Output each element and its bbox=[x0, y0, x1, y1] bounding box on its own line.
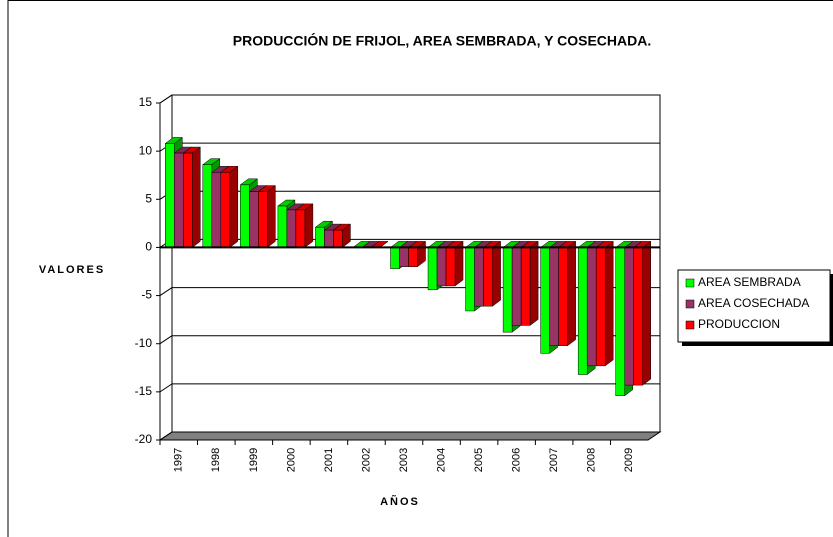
y-tick-label: -20 bbox=[135, 432, 153, 446]
bar bbox=[333, 229, 343, 248]
bar bbox=[511, 247, 522, 326]
bar bbox=[286, 209, 297, 248]
y-axis-title: VALORES bbox=[39, 264, 105, 276]
bar bbox=[183, 152, 193, 248]
bar-side bbox=[529, 240, 539, 326]
grid-diagonal bbox=[159, 431, 173, 441]
x-tick-label: 2000 bbox=[285, 448, 297, 472]
x-tick-label: 2001 bbox=[323, 448, 335, 472]
bar-side bbox=[192, 146, 201, 248]
legend: AREA SEMBRADA AREA COSECHADA PRODUCCION bbox=[677, 269, 833, 346]
bar bbox=[577, 247, 588, 375]
y-tick-label: -5 bbox=[141, 288, 152, 302]
x-tick-label: 2005 bbox=[473, 448, 485, 472]
x-axis-title: AÑOS bbox=[380, 495, 420, 508]
chart-title: PRODUCCIÓN DE FRIJOL, AREA SEMBRADA, Y C… bbox=[233, 32, 651, 49]
y-tick-label: 10 bbox=[139, 143, 153, 157]
legend-box bbox=[677, 269, 831, 343]
bar bbox=[633, 247, 643, 386]
bar bbox=[595, 247, 606, 367]
floor bbox=[158, 431, 662, 441]
legend-swatch bbox=[685, 299, 695, 309]
bar bbox=[399, 247, 409, 267]
legend-text: AREA SEMBRADA bbox=[698, 275, 801, 289]
bar bbox=[615, 247, 625, 396]
plot: -20 -15 -10 -5 0 5 10 15 1997 1998 1999 2000 2001 200… bbox=[135, 94, 662, 472]
bar bbox=[165, 143, 175, 248]
bar bbox=[586, 247, 597, 367]
bar bbox=[427, 247, 438, 291]
grid-diagonal bbox=[159, 335, 173, 345]
x-tick-label: 2003 bbox=[398, 448, 410, 472]
bar-side bbox=[267, 185, 276, 248]
bar-side bbox=[604, 240, 614, 367]
bar bbox=[277, 205, 288, 248]
x-tick-label: 2002 bbox=[360, 448, 372, 472]
bar bbox=[295, 209, 306, 248]
bar bbox=[502, 247, 513, 333]
bar bbox=[558, 247, 568, 346]
bar bbox=[624, 247, 634, 386]
bar bbox=[258, 191, 268, 248]
bar bbox=[540, 247, 550, 354]
bar bbox=[240, 184, 250, 248]
x-tick-label: 1998 bbox=[210, 448, 222, 472]
bar bbox=[315, 226, 325, 248]
bar-side bbox=[567, 240, 576, 347]
x-tick-label: 2006 bbox=[511, 448, 523, 472]
bar bbox=[202, 164, 213, 248]
bar bbox=[220, 172, 231, 248]
bar-side bbox=[492, 240, 501, 307]
bar bbox=[249, 191, 259, 248]
bar bbox=[445, 247, 456, 287]
bar bbox=[474, 247, 484, 307]
legend-swatch bbox=[685, 278, 695, 288]
x-tick-label: 1999 bbox=[248, 448, 260, 472]
bar-side bbox=[642, 240, 651, 386]
grid-diagonal bbox=[159, 383, 173, 393]
y-tick-label: -15 bbox=[135, 384, 153, 398]
x-tick-label: 2007 bbox=[548, 448, 560, 472]
y-tick-label: 15 bbox=[139, 95, 153, 109]
legend-swatch bbox=[685, 320, 695, 330]
bar-side bbox=[304, 203, 314, 248]
bar bbox=[549, 247, 559, 346]
legend-text: PRODUCCION bbox=[698, 317, 780, 331]
y-tick-label: 0 bbox=[145, 240, 152, 254]
x-tick-label: 1997 bbox=[173, 448, 185, 472]
bar bbox=[436, 247, 447, 287]
bar bbox=[520, 247, 531, 326]
bar bbox=[211, 172, 222, 248]
y-tick-label: -10 bbox=[135, 336, 153, 350]
bar bbox=[174, 152, 184, 248]
legend-text: AREA COSECHADA bbox=[698, 296, 809, 310]
bar bbox=[465, 247, 475, 312]
x-tick-label: 2009 bbox=[623, 448, 635, 472]
bar bbox=[324, 229, 334, 248]
bar bbox=[408, 247, 418, 267]
grid-diagonal bbox=[159, 287, 173, 296]
x-tick-label: 2004 bbox=[435, 448, 447, 472]
x-tick-label: 2008 bbox=[586, 448, 598, 472]
grid-diagonal bbox=[159, 94, 173, 104]
bar bbox=[483, 247, 493, 307]
bar bbox=[390, 247, 400, 269]
y-tick-label: 5 bbox=[145, 191, 152, 205]
bar-side bbox=[229, 165, 239, 248]
